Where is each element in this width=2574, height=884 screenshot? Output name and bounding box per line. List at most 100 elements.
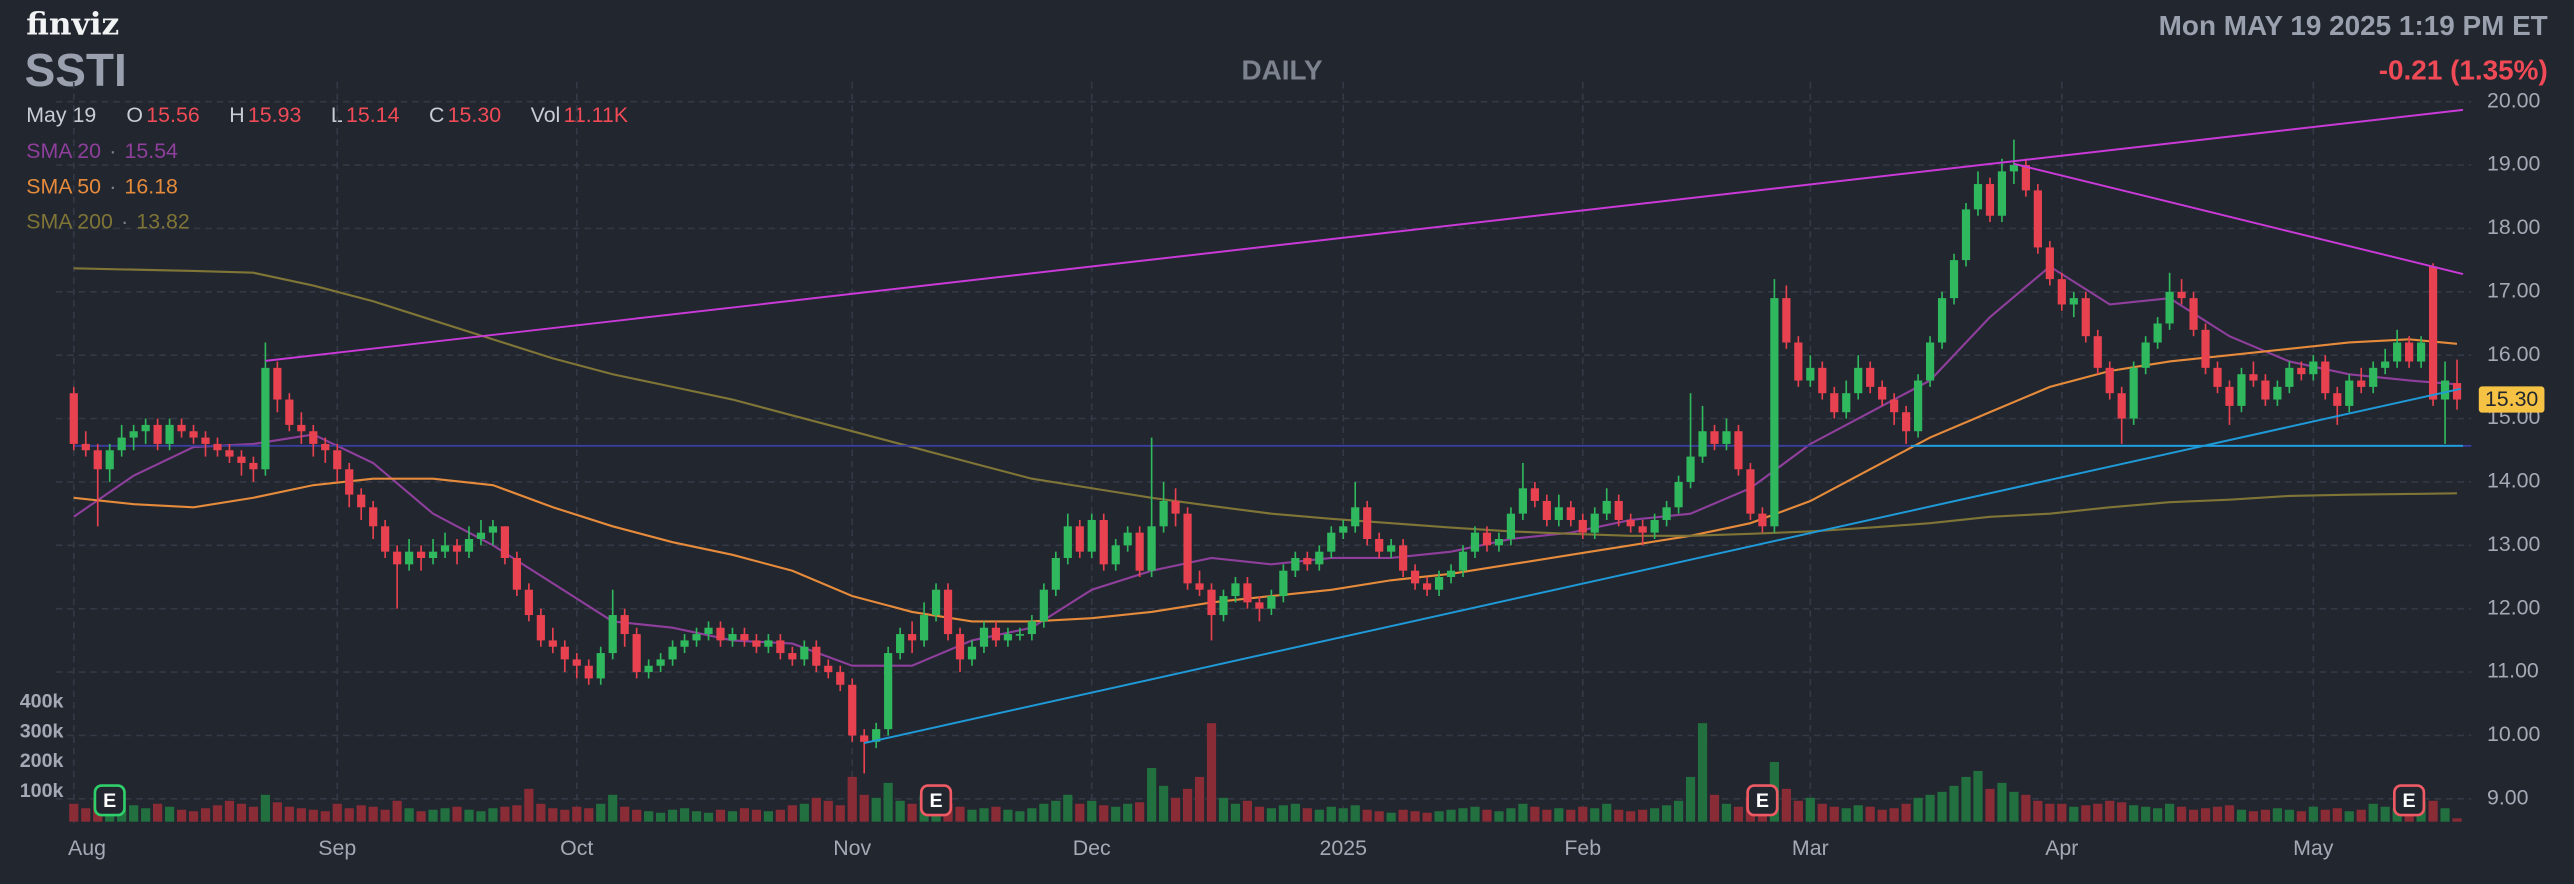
volume-bar [1386,812,1396,822]
earnings-label: E [103,790,116,812]
candle-body [1770,298,1779,527]
volume-bar [512,805,522,822]
volume-bar [1218,797,1229,822]
candle-body [2021,165,2030,191]
volume-bar [248,806,259,822]
candle-body [2093,336,2102,368]
candle-body [1243,583,1252,603]
volume-bar [164,806,175,822]
candle-body [1614,500,1623,520]
candle-body [1818,367,1827,394]
volume-bar [608,794,618,822]
candle-body [1866,367,1875,387]
candle-body [1387,545,1396,552]
volume-bar [1266,808,1276,822]
x-tick-label: Mar [1792,836,1829,860]
volume-bar [392,800,402,822]
candle-body [1602,500,1611,514]
candle-body [357,494,366,508]
volume-bar [284,806,294,822]
volume-bar [572,806,582,822]
y-tick-label: 10.00 [2487,722,2541,746]
volume-bar [1314,809,1324,822]
volume-bar [488,808,498,822]
candle-body [69,393,78,444]
volume-bar [847,776,857,822]
candle-body [632,634,641,673]
candle-body [1303,558,1312,565]
candle-body [2129,367,2138,419]
volume-bar [129,805,139,822]
period: DAILY [1242,55,1324,86]
volume-bar [703,812,714,822]
candle-body [1937,298,1947,343]
candle-body [991,627,1001,641]
candle-body [213,443,222,451]
candle-body [2189,298,2198,330]
volume-bar [1937,791,1947,822]
x-tick-label: 2025 [1320,836,1367,860]
candle-body [2393,342,2402,362]
volume-bar [2033,800,2043,822]
candle-body [1219,596,1228,616]
candle-body [2081,298,2090,337]
volume-bar [428,809,438,822]
candle-body [2069,298,2078,305]
quote-key: C [429,103,444,127]
quote-value: 15.56 [146,103,199,127]
volume-bar [1075,803,1085,822]
volume-bar [691,811,702,822]
volume-bar [368,806,378,822]
y-tick-label: 20.00 [2487,88,2541,112]
y-tick-label: 17.00 [2487,278,2541,302]
quote-value: 15.30 [448,103,502,127]
candle-body [249,462,258,470]
volume-bar [1374,811,1384,822]
volume-bar [440,808,450,822]
candle-body [1339,526,1348,533]
volume-bar [751,809,762,822]
candle-body [1183,513,1192,584]
volume-bar [835,805,845,822]
candle-body [1949,260,1959,299]
legend-separator: · [121,210,128,234]
candle-body [764,640,773,647]
volume-bar [452,806,462,822]
volume-tick-label: 200k [20,750,64,772]
candle-body [177,424,186,432]
candle-body [333,450,342,470]
candle-body [536,615,545,641]
volume-bar [715,809,726,822]
volume-tick-label: 100k [20,780,64,802]
x-tick-label: May [2293,836,2334,860]
x-tick-label: Apr [2045,836,2078,860]
volume-bar [1985,788,1995,822]
candle-body [1123,532,1132,546]
candle-body [1590,513,1599,533]
candle-body [1734,431,1743,470]
volume-bar [2021,794,2031,822]
volume-bar [823,800,833,822]
candle-body [2249,374,2258,381]
logo: finviz [26,7,119,43]
candle-body [680,640,689,647]
candle-body [1530,488,1539,501]
candle-body [1063,526,1072,559]
volume-bar [2165,803,2175,822]
quote-date: May 19 [26,103,96,127]
volume-bar [1230,803,1241,822]
earnings-marker [1746,784,1779,817]
earnings-label: E [1756,790,1769,812]
candle-body [1878,386,1887,400]
quote-key: Vol [531,103,561,127]
candle-body [2285,367,2294,387]
candle-body [1890,399,1899,413]
volume-bar [2129,805,2139,822]
candle-body [1470,532,1480,552]
volume-bar [69,803,79,822]
candle-body [1231,583,1240,597]
volume-bar [153,803,163,822]
volume-bar [1566,809,1576,822]
earnings-label: E [929,790,942,812]
candle-body [1003,634,1013,641]
